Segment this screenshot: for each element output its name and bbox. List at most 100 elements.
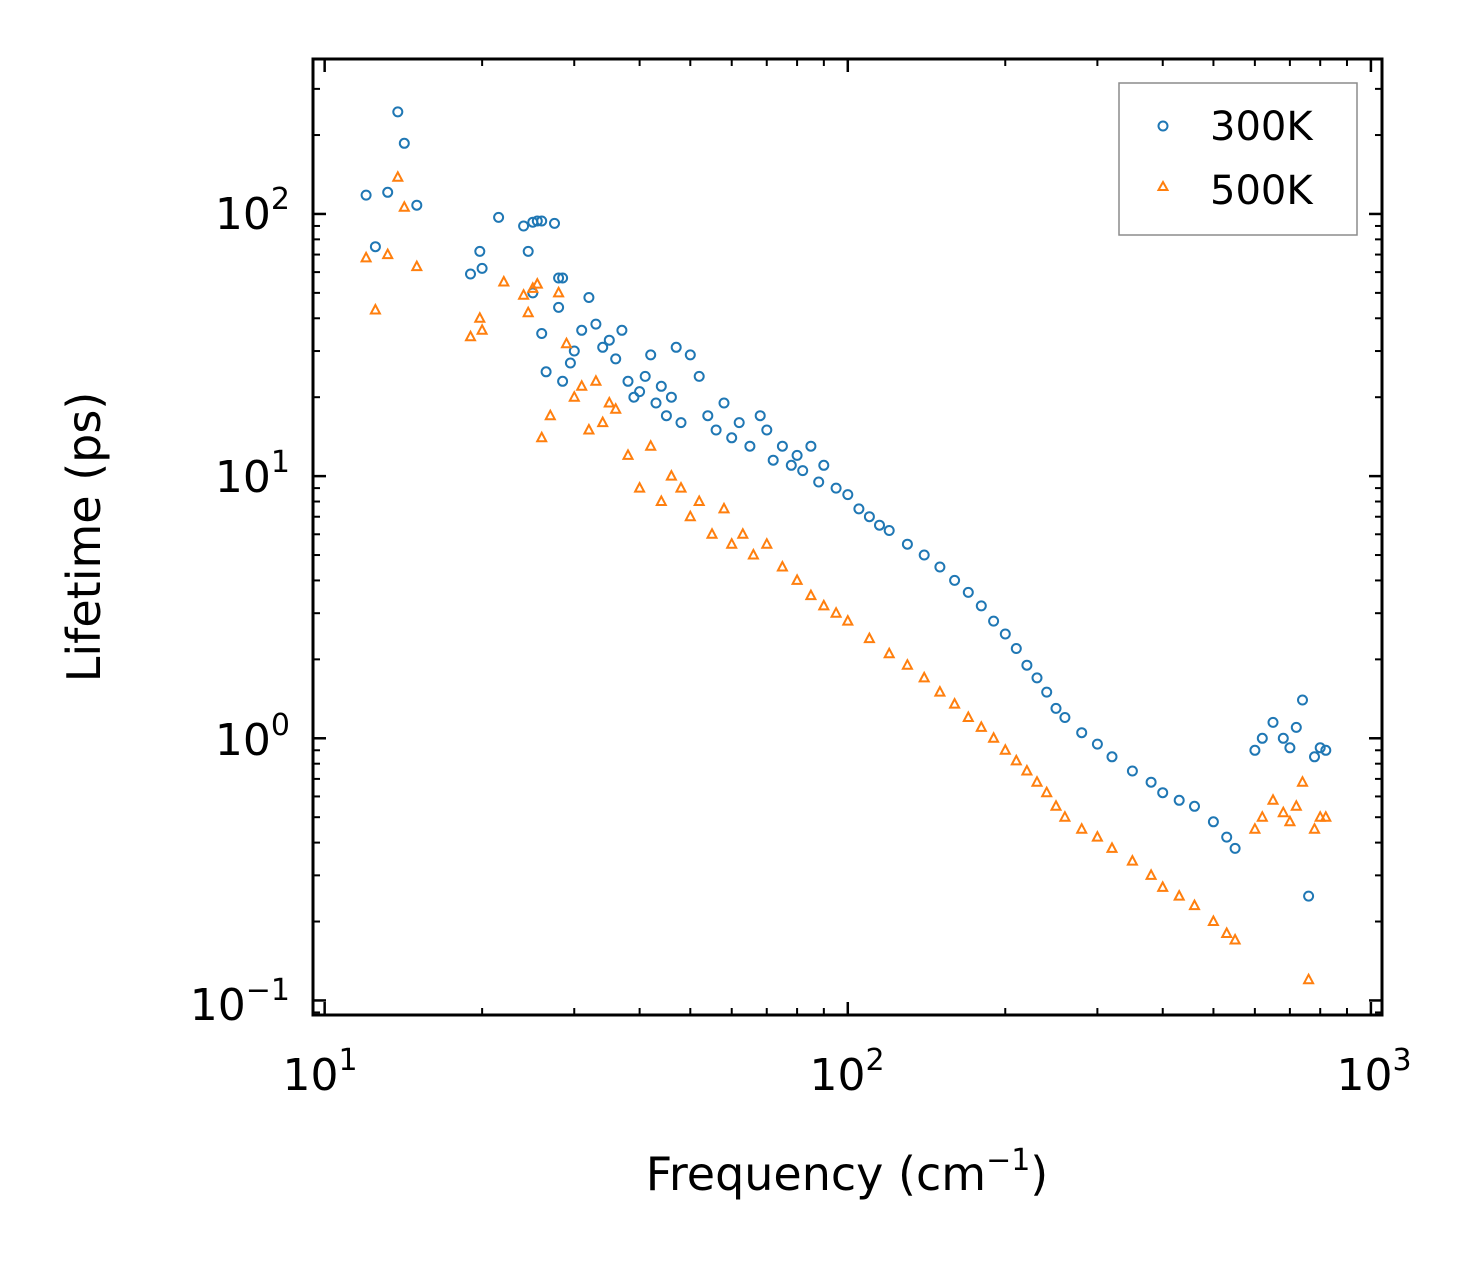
plot-frame xyxy=(311,57,1384,1017)
data-point-500k xyxy=(1207,914,1220,926)
data-point-500k xyxy=(1228,932,1242,945)
data-point-300k xyxy=(660,410,672,422)
data-point-300k xyxy=(536,215,548,227)
data-point-300k xyxy=(1229,842,1241,854)
data-point-300k xyxy=(634,386,646,398)
data-point-500k xyxy=(473,311,486,323)
data-point-500k xyxy=(674,480,688,493)
data-point-500k xyxy=(552,285,565,298)
data-point-500k xyxy=(575,379,588,391)
data-point-300k xyxy=(962,586,974,598)
data-point-300k xyxy=(540,366,552,378)
data-point-300k xyxy=(1277,732,1289,744)
data-point-500k xyxy=(359,250,373,263)
data-point-300k xyxy=(797,465,809,477)
data-point-300k xyxy=(767,454,779,466)
data-point-500k xyxy=(1173,888,1186,901)
data-point-300k xyxy=(645,349,657,361)
data-point-500k xyxy=(1277,805,1290,818)
data-point-500k xyxy=(841,613,854,626)
data-point-500k xyxy=(1156,880,1169,892)
data-point-300k xyxy=(382,186,394,198)
data-point-300k xyxy=(776,440,788,452)
data-point-500k xyxy=(1126,853,1139,866)
data-point-300k xyxy=(670,341,682,353)
data-point-300k xyxy=(999,628,1011,640)
data-point-300k xyxy=(398,137,410,149)
x-tick-label-100: 102 xyxy=(809,1043,884,1101)
data-point-300k xyxy=(805,440,817,452)
data-point-300k xyxy=(665,391,677,403)
data-point-300k xyxy=(628,391,640,403)
data-point-500k xyxy=(736,527,749,539)
data-point-500k xyxy=(684,509,697,522)
data-point-300k xyxy=(557,375,569,387)
data-point-300k xyxy=(744,440,756,452)
data-point-300k xyxy=(842,489,854,501)
data-point-300k xyxy=(733,417,745,429)
data-point-300k xyxy=(918,549,930,561)
data-points xyxy=(359,106,1332,985)
data-point-500k xyxy=(1302,972,1315,985)
data-point-300k xyxy=(1076,727,1088,739)
data-point-300k xyxy=(934,561,946,573)
data-point-500k xyxy=(1020,763,1034,776)
data-point-300k xyxy=(702,410,714,422)
data-point-300k xyxy=(536,328,548,339)
data-point-300k xyxy=(710,424,722,436)
data-point-500k xyxy=(901,658,914,670)
data-point-500k xyxy=(1256,810,1269,822)
data-point-500k xyxy=(933,684,947,697)
legend-label-500k: 500K xyxy=(1210,168,1314,214)
data-point-300k xyxy=(1309,751,1320,763)
data-point-300k xyxy=(791,449,803,461)
data-point-300k xyxy=(557,272,569,284)
data-point-500k xyxy=(475,323,489,335)
x-axis-label: Frequency (cm−1) xyxy=(646,1143,1049,1201)
data-point-500k xyxy=(1248,822,1262,834)
data-point-500k xyxy=(535,430,548,443)
data-point-300k xyxy=(901,538,913,550)
data-point-300k xyxy=(650,397,662,409)
data-point-500k xyxy=(369,302,382,315)
data-point-300k xyxy=(1267,716,1279,728)
data-point-300k xyxy=(1041,686,1053,698)
data-point-300k xyxy=(1173,794,1185,806)
data-point-500k xyxy=(544,408,557,421)
data-point-300k xyxy=(818,459,830,471)
data-point-500k xyxy=(410,259,423,272)
data-point-300k xyxy=(622,375,634,387)
data-point-300k xyxy=(1314,742,1326,754)
data-point-500k xyxy=(568,390,581,402)
data-point-500k xyxy=(644,439,657,451)
data-point-500k xyxy=(705,527,719,539)
data-point-300k xyxy=(1031,672,1043,684)
data-point-300k xyxy=(785,459,797,471)
data-point-500k xyxy=(381,247,394,260)
legend-marker-300k xyxy=(1157,120,1169,132)
data-point-500k xyxy=(589,374,603,386)
data-point-500k xyxy=(975,720,988,732)
data-point-300k xyxy=(693,370,705,382)
data-point-500k xyxy=(1040,785,1053,798)
data-point-300k xyxy=(718,397,730,409)
data-point-500k xyxy=(398,200,411,212)
data-point-300k xyxy=(874,519,885,531)
data-point-300k xyxy=(1010,643,1022,654)
y-tick-label-100: 102 xyxy=(215,182,290,240)
data-point-300k xyxy=(1221,831,1233,843)
data-point-300k xyxy=(576,324,588,336)
x-tick-label-10: 101 xyxy=(282,1043,357,1101)
data-point-300k xyxy=(474,245,486,257)
data-point-300k xyxy=(610,353,622,365)
data-point-300k xyxy=(639,370,651,382)
data-point-300k xyxy=(883,525,895,536)
data-point-500k xyxy=(747,547,760,560)
data-point-300k xyxy=(1126,765,1138,777)
data-point-300k xyxy=(1256,732,1268,744)
data-point-500k xyxy=(1058,810,1072,822)
data-point-500k xyxy=(987,731,1000,743)
legend-label-300k: 300K xyxy=(1210,104,1314,150)
data-point-500k xyxy=(1290,799,1303,811)
y-tick-label-0.1: 10−1 xyxy=(190,973,290,1031)
